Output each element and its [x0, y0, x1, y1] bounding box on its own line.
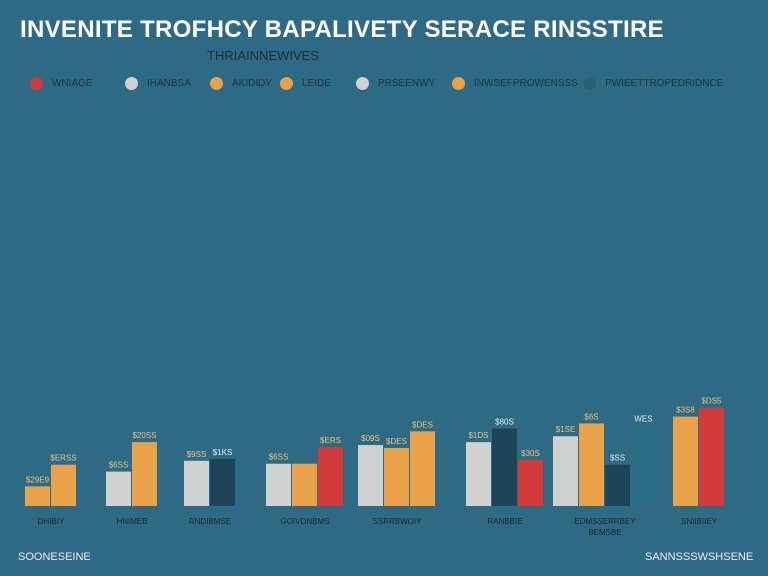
- bar: [699, 407, 724, 506]
- legend-item-3: AKIDIDY: [210, 75, 272, 91]
- data-label: $ERSS: [50, 454, 76, 463]
- data-label: $SS: [610, 454, 625, 463]
- legend-label: PWIEETTROPEDRIDNCE: [605, 77, 724, 89]
- bar: [605, 464, 630, 506]
- footer-right: SANNSSSWSHSENE: [645, 551, 754, 563]
- legend-swatch: [280, 76, 293, 90]
- bar: [266, 463, 291, 506]
- category-label: SSRRBWOIY: [373, 517, 423, 526]
- bar: [51, 464, 76, 506]
- bar: [384, 448, 409, 506]
- legend-item-6: INWSEFPROWENSSS: [452, 75, 578, 91]
- bar: [673, 416, 698, 506]
- legend-item-4: LEIDE: [280, 75, 331, 91]
- data-label: $1KS: [213, 448, 233, 457]
- data-label: $1SE: [556, 425, 576, 434]
- bar: [25, 486, 50, 506]
- category-sublabel: BEMSBE: [588, 528, 621, 537]
- category-label: SNIIBIIEY: [681, 517, 718, 526]
- legend-swatch: [452, 76, 465, 90]
- category-label: GOIVDNBMS: [281, 517, 330, 526]
- data-label: $29E9: [26, 475, 50, 484]
- bar: [466, 442, 491, 506]
- legend-item-5: PRSEENWY: [356, 75, 435, 91]
- bar: [184, 460, 209, 506]
- data-label: $DS5: [701, 397, 722, 406]
- category-label: RANBBIE: [487, 517, 522, 526]
- bar: [631, 425, 656, 506]
- bar: [579, 423, 604, 506]
- footer-left: SOONESEINE: [18, 551, 91, 563]
- data-label: $1DS: [468, 431, 488, 440]
- legend-label: INWSEFPROWENSSS: [474, 77, 578, 89]
- data-label: $6S: [584, 412, 598, 421]
- bar: [210, 458, 235, 506]
- data-label: $6SS: [269, 453, 289, 462]
- data-label: $DES: [386, 437, 407, 446]
- legend-swatch: [583, 76, 596, 90]
- data-label: $ERS: [320, 436, 341, 445]
- bar: [292, 463, 317, 506]
- category-label: RNDIBMSE: [189, 517, 231, 526]
- bar: [318, 447, 343, 506]
- legend-label: WNIAGE: [52, 77, 93, 89]
- legend-label: LEIDE: [302, 77, 331, 89]
- data-label: $DES: [412, 420, 433, 429]
- legend-swatch: [356, 76, 369, 90]
- legend-item-1: WNIAGE: [30, 75, 93, 91]
- bar: [492, 428, 517, 506]
- category-label: DHIBIY: [38, 517, 65, 526]
- legend-label: IHANBSA: [147, 77, 191, 89]
- legend-swatch: [30, 76, 43, 90]
- bar: [553, 436, 578, 506]
- chart-subtitle: THRIAINNEWIVES: [207, 48, 319, 63]
- category-label: HNIMEB: [116, 517, 147, 526]
- bar: [106, 471, 131, 506]
- data-label: $20SS: [132, 431, 156, 440]
- data-label: $30S: [521, 449, 540, 458]
- legend-swatch: [210, 76, 223, 90]
- bar: [358, 445, 383, 506]
- category-label: EDMSSERRBEY: [574, 517, 636, 526]
- legend-swatch: [125, 76, 138, 90]
- legend-item-7: PWIEETTROPEDRIDNCE: [583, 75, 723, 91]
- legend-label: AKIDIDY: [232, 77, 273, 89]
- legend-item-2: IHANBSA: [125, 75, 191, 91]
- bar: [410, 431, 435, 506]
- legend-label: PRSEENWY: [378, 77, 436, 89]
- bar: [132, 442, 157, 506]
- data-label: $6SS: [109, 461, 129, 470]
- data-label: $9SS: [187, 450, 207, 459]
- chart-title: INVENITE TROFHCY BAPALIVETY SERACE RINSS…: [20, 16, 664, 43]
- data-label: $80S: [495, 417, 514, 426]
- data-label: $09S: [361, 434, 380, 443]
- bar: [518, 459, 543, 506]
- data-label: $3S8: [676, 406, 695, 415]
- data-label: WES: [634, 414, 652, 423]
